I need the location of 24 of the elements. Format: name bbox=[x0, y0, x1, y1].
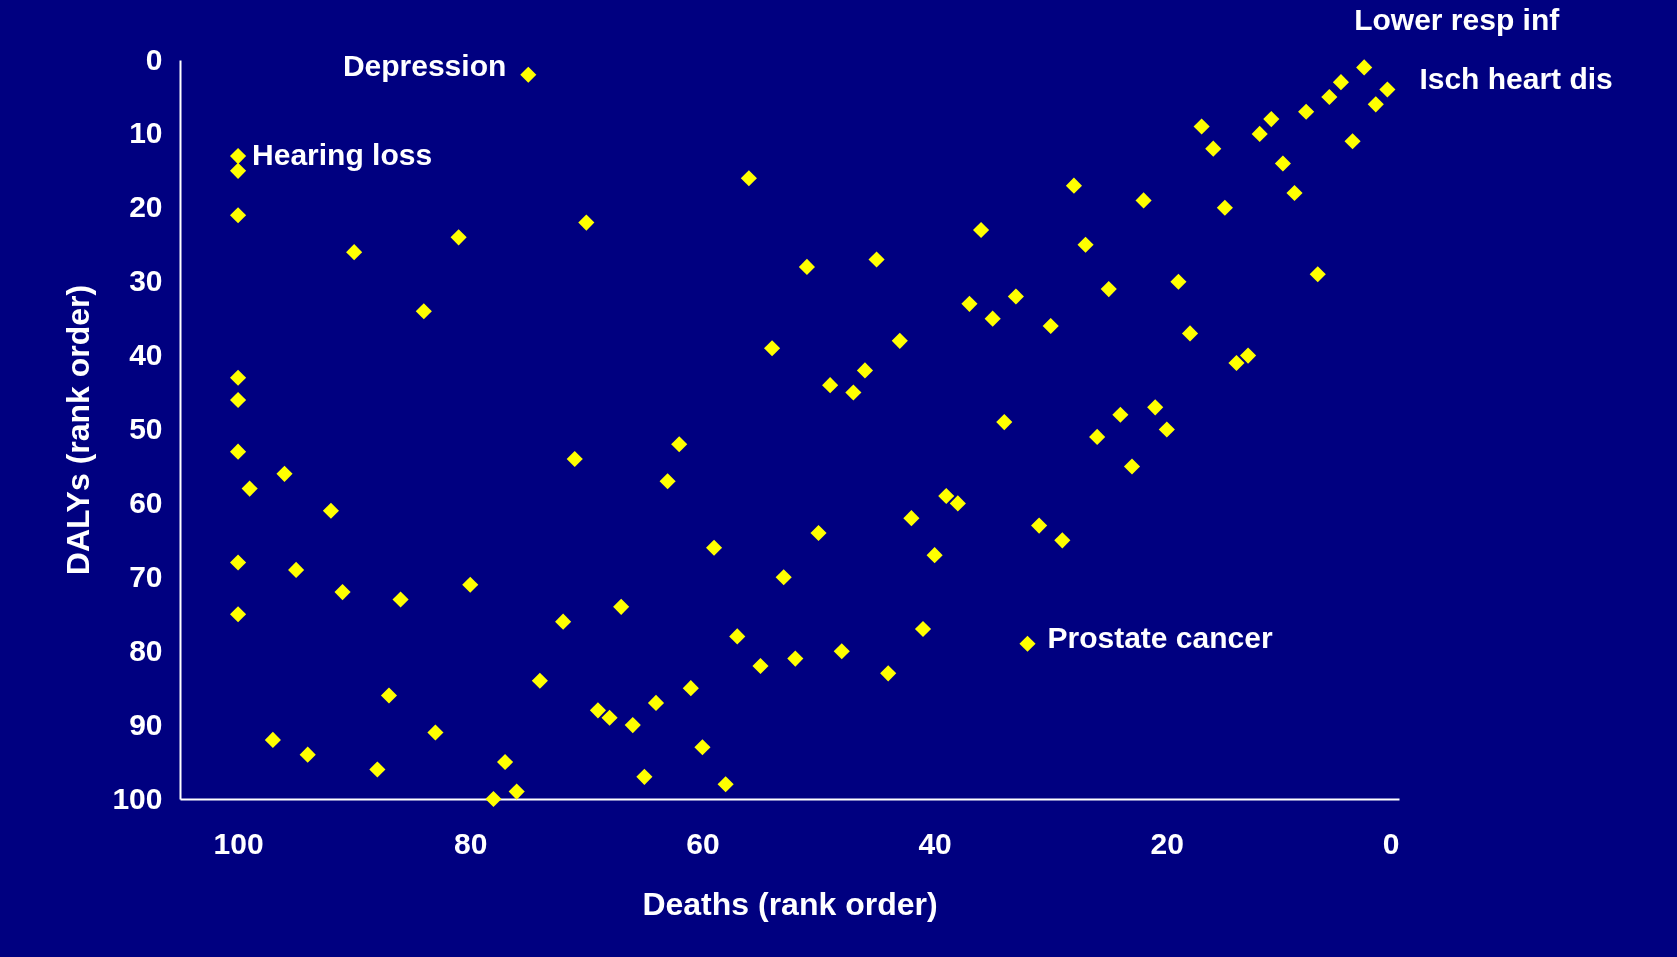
x-tick-label: 80 bbox=[454, 826, 488, 860]
y-tick-label: 30 bbox=[129, 264, 163, 298]
y-tick-label: 70 bbox=[129, 559, 163, 593]
annotation: Hearing loss bbox=[252, 138, 433, 172]
y-tick-label: 60 bbox=[129, 485, 163, 519]
y-tick-label: 100 bbox=[112, 781, 163, 815]
y-tick-label: 90 bbox=[129, 707, 163, 741]
x-tick-label: 40 bbox=[918, 826, 952, 860]
y-tick-label: 80 bbox=[129, 633, 163, 667]
annotation: Isch heart dis bbox=[1419, 61, 1613, 95]
annotation: Depression bbox=[342, 48, 507, 82]
x-axis-title: Deaths (rank order) bbox=[642, 885, 938, 922]
x-tick-label: 60 bbox=[686, 826, 720, 860]
y-tick-label: 50 bbox=[129, 412, 163, 445]
y-tick-label: 10 bbox=[129, 116, 163, 150]
x-tick-label: 100 bbox=[213, 826, 264, 860]
annotation: Prostate cancer bbox=[1047, 620, 1273, 654]
y-tick-label: 40 bbox=[129, 338, 163, 372]
y-tick-label: 0 bbox=[145, 42, 163, 76]
y-axis-title: DALYs (rank order) bbox=[60, 284, 97, 576]
x-tick-label: 20 bbox=[1150, 826, 1184, 860]
annotation: Lower resp inf bbox=[1354, 3, 1561, 37]
y-tick-label: 20 bbox=[129, 190, 163, 224]
x-tick-label: 0 bbox=[1382, 826, 1400, 860]
